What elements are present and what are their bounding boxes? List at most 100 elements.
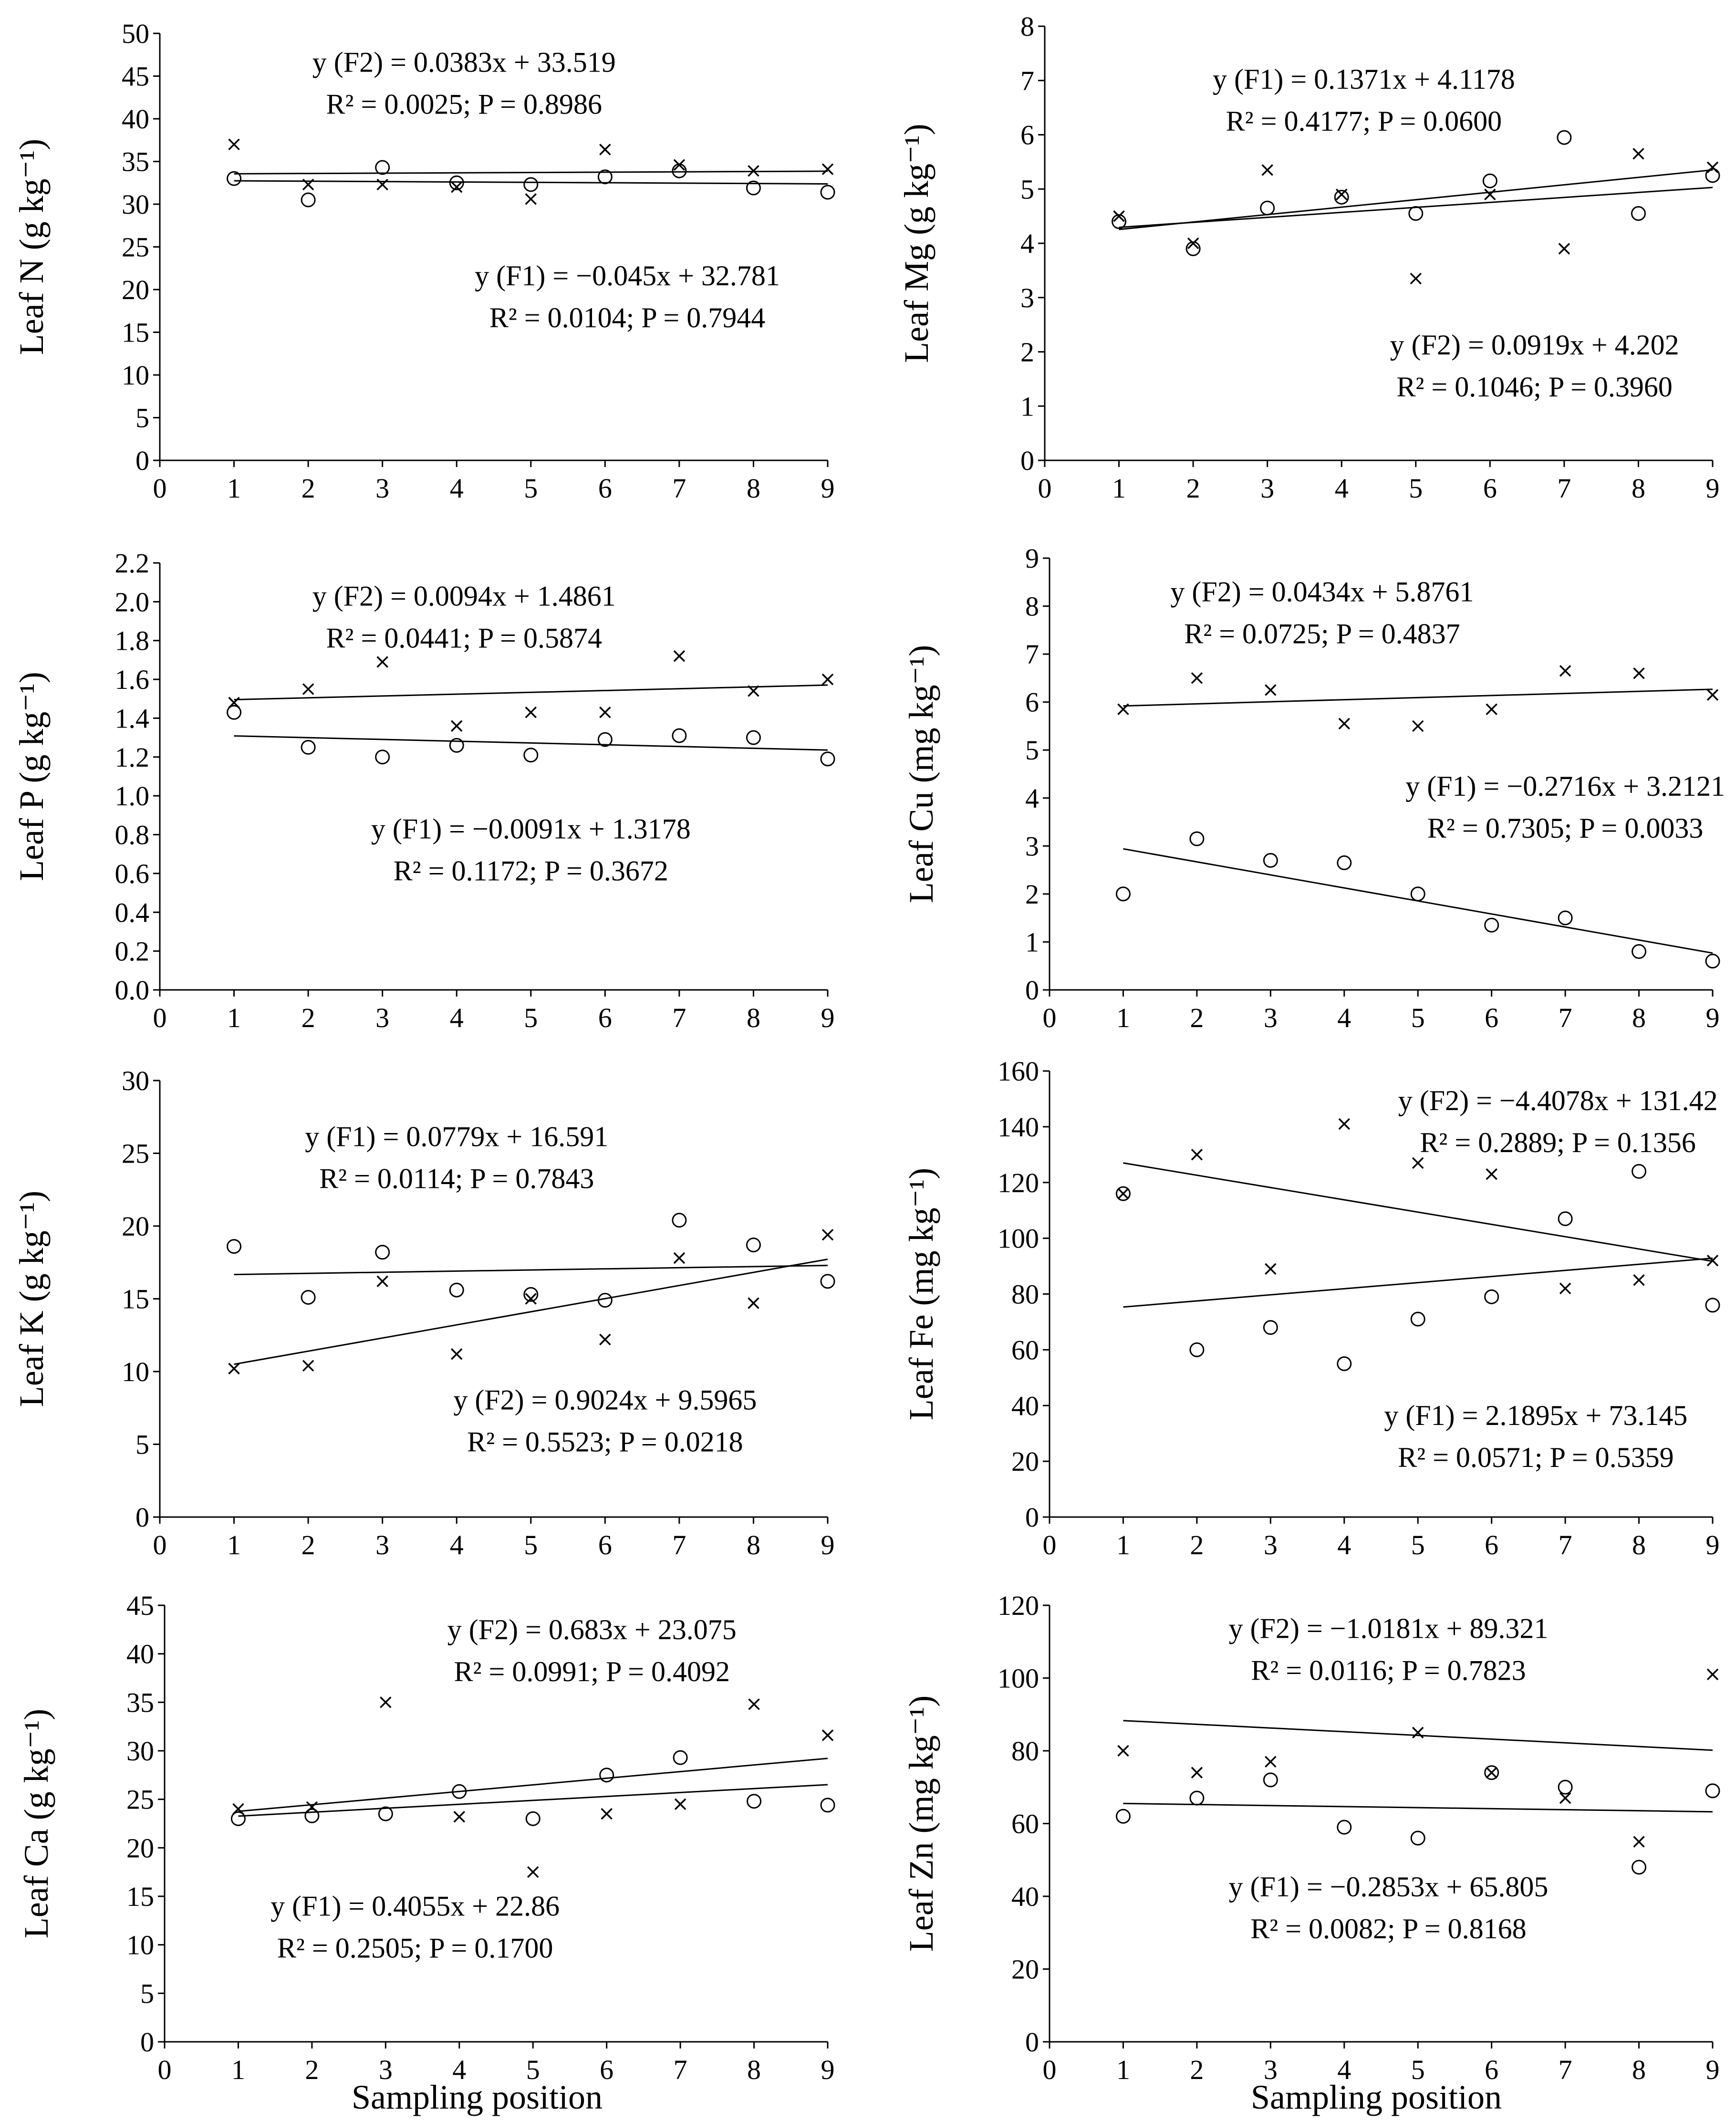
- zn-x-tick-label: 9: [1706, 2054, 1720, 2085]
- mg-x-tick-label: 3: [1260, 473, 1274, 504]
- zn-f1-trendline: [1123, 1802, 1713, 1813]
- ca-f1-point: [821, 1729, 834, 1741]
- cu-f2-point: [1191, 672, 1203, 684]
- zn-f1-point: [1705, 1783, 1720, 1799]
- k-f2-point: [599, 1333, 611, 1346]
- n-y-tick-label: 15: [122, 317, 149, 348]
- zn-f2-point: [1706, 1668, 1719, 1681]
- ca-f2-trendline: [238, 1757, 828, 1812]
- zn-f1-point: [1337, 1819, 1352, 1835]
- cu-f2-point: [1412, 720, 1424, 732]
- ca-x-tick-label: 4: [452, 2054, 466, 2085]
- fe-y-tick-label: 0: [1025, 1502, 1039, 1533]
- zn-y-tick-label: 80: [1011, 1736, 1039, 1767]
- p-y-axis-label: Leaf P (g kg⁻¹): [12, 672, 51, 881]
- n-x-tick-label: 3: [375, 473, 389, 504]
- ca-y-axis-label: Leaf Ca (g kg⁻¹): [17, 1709, 55, 1938]
- n-x-tick-label: 1: [227, 473, 241, 504]
- p-equation-2-line-2: R² = 0.1172; P = 0.3672: [394, 855, 668, 887]
- zn-equation-2-line-2: R² = 0.0082; P = 0.8168: [1250, 1913, 1527, 1944]
- ca-x-tick-label: 0: [158, 2054, 172, 2085]
- n-x-tick-label: 4: [450, 473, 464, 504]
- zn-y-tick-label: 60: [1011, 1809, 1039, 1840]
- n-x-tick-label: 6: [598, 473, 612, 504]
- p-x-tick-label: 7: [672, 1002, 686, 1033]
- p-f1-point: [375, 749, 390, 765]
- p-f1-point: [449, 738, 464, 753]
- zn-x-tick-label: 5: [1411, 2054, 1425, 2085]
- k-y-tick-label: 30: [122, 1065, 149, 1096]
- fe-f1-point: [1705, 1298, 1720, 1313]
- p-y-tick-label: 1.0: [115, 780, 150, 811]
- n-f2-point: [821, 163, 834, 175]
- cu-f1-point: [1484, 917, 1499, 933]
- zn-f2-point: [1412, 1726, 1424, 1739]
- n-y-tick-label: 20: [122, 274, 149, 305]
- n-y-tick-label: 10: [122, 360, 149, 391]
- ca-y-tick-label: 15: [126, 1881, 154, 1912]
- p-f2-point: [376, 656, 388, 668]
- p-f1-point: [597, 732, 613, 747]
- fe-x-tick-label: 4: [1337, 1529, 1351, 1560]
- p-equation-1-line-1: y (F2) = 0.0094x + 1.4861: [312, 581, 616, 612]
- p-f1-point: [672, 728, 687, 743]
- mg-equation-1-line-1: y (F1) = 0.1371x + 4.1178: [1213, 63, 1515, 95]
- ca-f1-point: [527, 1866, 539, 1878]
- n-equation-2-line-2: R² = 0.0104; P = 0.7944: [489, 302, 766, 333]
- p-x-tick-label: 1: [227, 1002, 241, 1033]
- zn-y-tick-label: 20: [1011, 1954, 1039, 1985]
- fe-x-tick-label: 0: [1043, 1529, 1057, 1560]
- n-f1-point: [746, 180, 761, 196]
- mg-f2-point: [1260, 200, 1275, 216]
- p-y-tick-label: 2.2: [115, 548, 150, 579]
- p-f2-point: [525, 707, 537, 718]
- ca-y-tick-label: 5: [140, 1978, 154, 2009]
- mg-equation-2-line-2: R² = 0.1046; P = 0.3960: [1396, 371, 1673, 403]
- cu-x-tick-label: 6: [1485, 1002, 1498, 1033]
- mg-f1-point: [1113, 210, 1125, 222]
- n-f2-point: [450, 181, 463, 193]
- mg-x-tick-label: 2: [1186, 473, 1200, 504]
- zn-x-tick-label: 7: [1559, 2054, 1572, 2085]
- k-f1-point: [301, 1289, 316, 1305]
- k-equation-2-line-1: y (F2) = 0.9024x + 9.5965: [453, 1384, 757, 1415]
- k-y-tick-label: 10: [122, 1356, 149, 1387]
- zn-f2-point: [1191, 1767, 1203, 1778]
- cu-f1-point: [1263, 853, 1278, 868]
- p-f2-point: [599, 707, 611, 718]
- p-x-tick-label: 3: [375, 1002, 389, 1033]
- ca-f2-point: [525, 1811, 541, 1826]
- zn-x-tick-label: 6: [1485, 2054, 1498, 2085]
- p-y-tick-label: 0.0: [115, 975, 150, 1006]
- cu-x-tick-label: 4: [1337, 1002, 1351, 1033]
- mg-y-axis-label: Leaf Mg (g kg⁻¹): [897, 124, 936, 363]
- n-f1-point: [301, 192, 316, 208]
- k-f2-point: [302, 1360, 314, 1372]
- p-f2-point: [302, 683, 314, 695]
- mg-x-tick-label: 8: [1632, 473, 1645, 504]
- fe-f2-point: [1486, 1168, 1497, 1180]
- mg-f2-point: [1185, 241, 1201, 256]
- k-f1-point: [597, 1293, 613, 1308]
- ca-y-tick-label: 0: [140, 2027, 154, 2058]
- zn-x-tick-label: 2: [1190, 2054, 1204, 2085]
- p-f2-point: [228, 697, 240, 709]
- n-x-tick-label: 9: [821, 473, 835, 504]
- n-f2-trendline: [234, 170, 828, 175]
- n-f1-point: [449, 175, 464, 190]
- fe-equation-1-line-1: y (F2) = −4.4078x + 131.42: [1398, 1085, 1718, 1116]
- cu-y-tick-label: 5: [1025, 735, 1039, 766]
- ca-x-tick-label: 7: [674, 2054, 687, 2085]
- p-x-tick-label: 4: [450, 1002, 464, 1033]
- cu-x-tick-label: 5: [1411, 1002, 1425, 1033]
- k-x-tick-label: 1: [227, 1529, 241, 1560]
- p-y-tick-label: 2.0: [115, 586, 150, 617]
- fe-x-tick-label: 8: [1632, 1529, 1646, 1560]
- k-y-tick-label: 15: [122, 1284, 149, 1315]
- fe-f2-point: [1191, 1149, 1203, 1161]
- ca-y-tick-label: 10: [126, 1930, 154, 1961]
- k-equation-1-line-2: R² = 0.0114; P = 0.7843: [319, 1163, 594, 1194]
- cu-equation-2-line-1: y (F1) = −0.2716x + 3.2121: [1405, 770, 1725, 802]
- k-f1-point: [523, 1287, 539, 1302]
- ca-x-tick-label: 2: [305, 2054, 319, 2085]
